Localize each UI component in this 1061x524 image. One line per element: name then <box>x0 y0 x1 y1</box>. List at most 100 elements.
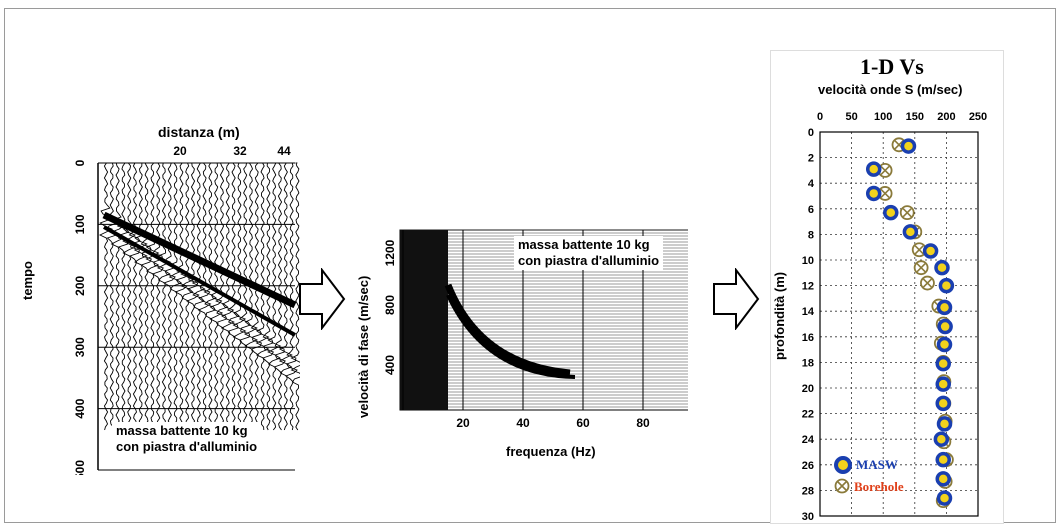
chart-ylabel: profondità (m) <box>772 271 787 360</box>
depth-tick-label: 18 <box>802 357 814 369</box>
masw-point <box>936 299 953 316</box>
velocity-tick-label: 800 <box>383 295 397 315</box>
vs-profile-chart: 0 50 100 150 200 2500246810121416182022242628… <box>802 111 987 520</box>
masw-point <box>865 161 882 177</box>
depth-tick-label: 24 <box>802 434 815 446</box>
panel2-xlabel: frequenza (Hz) <box>506 444 596 459</box>
seismic-trace <box>105 162 119 431</box>
distanza-tick-label: 32 <box>233 144 247 158</box>
legend-masw: MASW <box>834 456 898 474</box>
seismic-trace <box>110 162 125 431</box>
seismic-trace <box>255 162 270 431</box>
arrow-right-icon <box>299 268 346 330</box>
seismic-trace <box>191 162 206 431</box>
seismic-trace <box>163 162 176 431</box>
frequency-tick-label: 80 <box>636 416 650 430</box>
dispersion-curve-band <box>446 294 576 379</box>
borehole-point <box>911 242 927 258</box>
seismic-trace <box>174 162 188 431</box>
seismic-trace <box>226 162 240 431</box>
masw-point <box>936 336 953 353</box>
low-frequency-energy <box>400 230 448 410</box>
seismic-trace <box>128 162 141 431</box>
tempo-tick-label: 300 <box>73 337 87 357</box>
panel1-caption-line2: con piastra d'alluminio <box>116 439 258 454</box>
depth-tick-label: 14 <box>802 306 815 318</box>
masw-point <box>934 259 950 276</box>
borehole-marker-icon <box>834 478 850 494</box>
depth-tick-label: 28 <box>802 485 814 497</box>
vs-tick-label: 150 <box>906 111 924 123</box>
tempo-tick-label: 500 <box>73 460 87 475</box>
masw-marker-icon <box>834 456 852 474</box>
chart-title: 1-D Vs <box>860 54 924 79</box>
seismic-trace <box>186 162 200 431</box>
seismic-trace <box>243 162 259 431</box>
panel1-xlabel: distanza (m) <box>158 124 240 140</box>
seismic-trace <box>116 162 130 431</box>
depth-tick-label: 30 <box>802 511 814 520</box>
vs-tick-label: 100 <box>874 111 892 123</box>
panel2-caption-line2: con piastra d'alluminio <box>518 253 660 268</box>
depth-tick-label: 16 <box>802 332 814 344</box>
figure-frame <box>4 8 1056 523</box>
borehole-cross <box>922 278 933 288</box>
legend-borehole-label: Borehole <box>854 479 904 494</box>
seismic-trace <box>156 162 172 431</box>
surface-wave-band <box>103 225 296 337</box>
seismic-trace <box>250 162 263 431</box>
seismic-trace <box>140 162 152 431</box>
masw-point <box>902 224 919 240</box>
borehole-cross <box>914 245 924 255</box>
masw-point <box>900 138 917 154</box>
vs-tick-label: 0 <box>817 111 823 123</box>
vs-plot-frame <box>819 131 979 517</box>
panel1-ylabel: tempo <box>20 261 35 300</box>
masw-point <box>933 431 950 447</box>
frequency-tick-label: 60 <box>576 416 590 430</box>
masw-point <box>922 243 939 259</box>
seismic-trace <box>98 162 113 431</box>
borehole-cross <box>880 165 890 175</box>
depth-tick-label: 12 <box>802 281 814 293</box>
seismic-trace <box>203 162 218 431</box>
seismic-trace <box>151 162 164 431</box>
seismic-trace <box>209 162 224 431</box>
seismic-trace <box>197 162 212 431</box>
depth-tick-label: 22 <box>802 409 814 421</box>
masw-point <box>935 355 951 372</box>
panel2-caption: massa battente 10 kg con piastra d'allum… <box>514 236 664 270</box>
seismic-trace <box>180 162 195 431</box>
borehole-point <box>877 186 893 201</box>
seismic-trace <box>122 162 137 431</box>
depth-tick-label: 4 <box>808 178 815 190</box>
seismic-trace <box>238 162 252 431</box>
distanza-tick-label: 20 <box>173 144 187 158</box>
masw-point <box>936 490 953 506</box>
panel1-caption-line1: massa battente 10 kg <box>116 423 248 438</box>
masw-point <box>935 471 951 487</box>
dispersion-curve <box>444 283 571 377</box>
vs-tick-label: 250 <box>969 111 987 123</box>
frequency-tick-label: 40 <box>516 416 530 430</box>
seismic-trace <box>145 162 160 431</box>
first-arrival-band <box>102 211 297 309</box>
depth-tick-label: 10 <box>802 255 814 267</box>
depth-tick-label: 6 <box>808 204 814 216</box>
depth-tick-label: 20 <box>802 383 814 395</box>
depth-tick-label: 26 <box>802 460 814 472</box>
distanza-tick-label: 44 <box>277 144 291 158</box>
masw-point <box>865 185 882 202</box>
seismogram-plot: 0 100 200 300 400 500 20 32 44 <box>73 144 300 475</box>
borehole-cross <box>880 188 890 199</box>
masw-point <box>936 416 953 432</box>
seismic-trace <box>168 162 183 431</box>
seismic-traces <box>98 162 300 431</box>
depth-tick-label: 0 <box>808 127 814 139</box>
panel1-caption: massa battente 10 kg con piastra d'allum… <box>112 422 262 456</box>
depth-tick-label: 8 <box>808 229 814 241</box>
masw-point <box>938 277 955 294</box>
borehole-point <box>899 205 915 221</box>
arrow-right-icon <box>713 268 760 330</box>
seismic-trace <box>284 162 298 431</box>
